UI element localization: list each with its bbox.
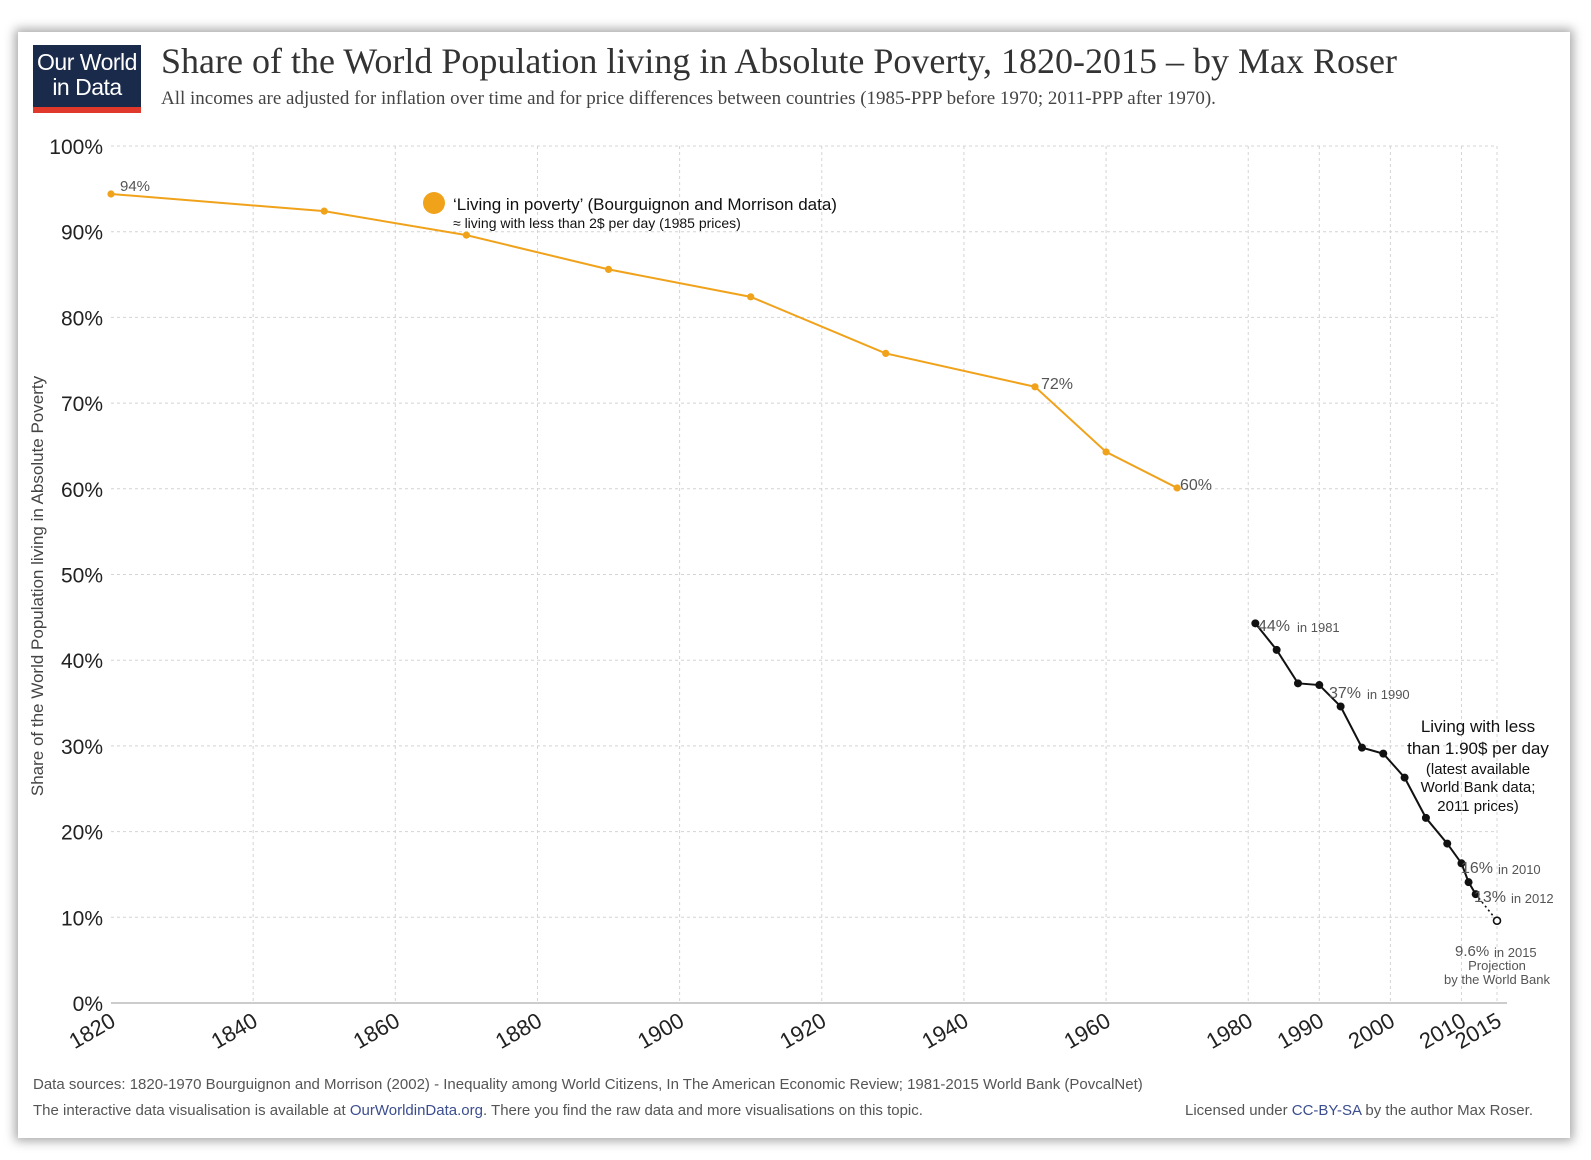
- series-2usd-point: [462, 231, 470, 239]
- x-axis-ticks: 1820 1840 1860 1880 1900 1920 1940 1960 1980 1990…: [65, 1008, 1506, 1054]
- annotation-2015-value: 9.6%: [1455, 943, 1489, 960]
- annotation-1981-value: 44%: [1258, 618, 1290, 635]
- chart-title: Share of the World Population living in …: [161, 41, 1398, 81]
- license-post: by the author Max Roser.: [1361, 1102, 1533, 1119]
- legend-sublabel: ≈ living with less than 2$ per day (1985…: [453, 215, 741, 231]
- series-2usd-line: [110, 192, 1178, 489]
- annotation-2012-value: 13%: [1474, 889, 1506, 906]
- annotation-1981-year: in 1981: [1297, 620, 1340, 635]
- y-tick-label: 70%: [61, 393, 103, 416]
- series-2usd-point: [1173, 484, 1181, 492]
- x-tick-label: 1860: [349, 1008, 404, 1054]
- logo-line-1: Our World: [37, 49, 137, 75]
- x-tick-label: 1960: [1060, 1008, 1115, 1054]
- footer-interactive: The interactive data visualisation is av…: [33, 1102, 923, 1119]
- annotation-2015-year: in 2015: [1494, 945, 1537, 960]
- series2-label-line1: Living with less: [1421, 717, 1535, 736]
- series2-label-line3: (latest available: [1426, 761, 1530, 778]
- y-tick-label: 30%: [61, 736, 103, 759]
- series2-label-line2: than 1.90$ per day: [1407, 739, 1549, 758]
- y-tick-label: 40%: [61, 650, 103, 673]
- series-190usd-point: [1336, 702, 1345, 711]
- logo-line-2: in Data: [52, 74, 122, 100]
- x-tick-label: 1840: [207, 1008, 262, 1054]
- annotation-2015-note1: Projection: [1468, 958, 1526, 973]
- x-tick-label: 1990: [1273, 1008, 1328, 1054]
- series-190usd-point: [1421, 813, 1430, 822]
- x-tick-label: 1920: [775, 1008, 830, 1054]
- footer-sources: Data sources: 1820-1970 Bourguignon and …: [33, 1076, 1143, 1093]
- series-2usd-point: [747, 293, 755, 301]
- legend-marker: [423, 192, 445, 214]
- series2-label-line4: World Bank data;: [1421, 779, 1536, 796]
- y-axis-ticks: 0% 10% 20% 30% 40% 50% 60% 70% 80% 90% 100%: [49, 136, 103, 1016]
- y-tick-label: 90%: [61, 222, 103, 245]
- annotation-2015-note2: by the World Bank: [1444, 972, 1550, 987]
- series-190usd-point: [1379, 749, 1388, 758]
- series-190usd-point: [1443, 839, 1452, 848]
- projection-point: [1492, 916, 1502, 926]
- x-tick-label: 1940: [918, 1008, 973, 1054]
- y-tick-label: 60%: [61, 479, 103, 502]
- chart-frame: [18, 32, 1570, 1138]
- annotation-1820: 94%: [120, 178, 150, 195]
- series-190usd-point: [1457, 859, 1466, 868]
- series-2usd-point: [107, 190, 115, 198]
- series-190usd-point: [1357, 743, 1366, 752]
- series-2usd-point: [1031, 383, 1039, 391]
- annotation-2012-year: in 2012: [1511, 891, 1554, 906]
- owid-link[interactable]: OurWorldinData.org: [349, 1102, 483, 1119]
- series-projection-line: [1475, 893, 1498, 922]
- footer-license: Licensed under CC-BY-SA by the author Ma…: [1185, 1102, 1533, 1119]
- y-tick-label: 80%: [61, 307, 103, 330]
- y-tick-label: 0%: [73, 993, 103, 1016]
- series-190usd-point: [1293, 679, 1302, 688]
- annotation-1970: 60%: [1180, 477, 1212, 494]
- y-axis-label: Share of the World Population living in …: [28, 375, 47, 796]
- y-tick-label: 10%: [61, 907, 103, 930]
- owid-logo: Our World in Data: [33, 45, 141, 113]
- annotation-2010-value: 16%: [1461, 860, 1493, 877]
- x-tick-label: 1980: [1202, 1008, 1257, 1054]
- series-190usd-point: [1315, 681, 1324, 690]
- series-190usd-point: [1251, 619, 1260, 628]
- annotation-1990-year: in 1990: [1367, 687, 1410, 702]
- annotation-1950: 72%: [1041, 376, 1073, 393]
- series-2usd-point: [320, 207, 328, 215]
- series-2usd-point: [1102, 448, 1110, 456]
- annotation-2010-year: in 2010: [1498, 862, 1541, 877]
- series-190usd-point: [1272, 645, 1281, 654]
- series2-label-line5: 2011 prices): [1437, 798, 1518, 815]
- annotation-1990-value: 37%: [1329, 685, 1361, 702]
- y-tick-label: 100%: [49, 136, 103, 159]
- series-190usd-point: [1400, 773, 1409, 782]
- footer-interactive-pre: The interactive data visualisation is av…: [33, 1102, 350, 1119]
- series-190usd-point: [1464, 878, 1473, 887]
- license-pre: Licensed under: [1185, 1102, 1292, 1119]
- grid: [111, 145, 1507, 1004]
- x-tick-label: 1880: [491, 1008, 546, 1054]
- x-tick-label: 1900: [633, 1008, 688, 1054]
- footer-interactive-post: . There you find the raw data and more v…: [482, 1102, 923, 1119]
- legend-label: ‘Living in poverty’ (Bourguignon and Mor…: [453, 195, 837, 214]
- chart-subtitle: All incomes are adjusted for inflation o…: [161, 88, 1216, 109]
- series-2usd-point: [604, 265, 613, 274]
- series-group: [107, 190, 1502, 926]
- y-tick-label: 50%: [61, 565, 103, 588]
- x-tick-label: 2000: [1344, 1008, 1399, 1054]
- series-190usd-line: [1254, 622, 1477, 895]
- y-tick-label: 20%: [61, 822, 103, 845]
- series-2usd-point: [882, 349, 890, 357]
- license-link[interactable]: CC-BY-SA: [1291, 1102, 1362, 1119]
